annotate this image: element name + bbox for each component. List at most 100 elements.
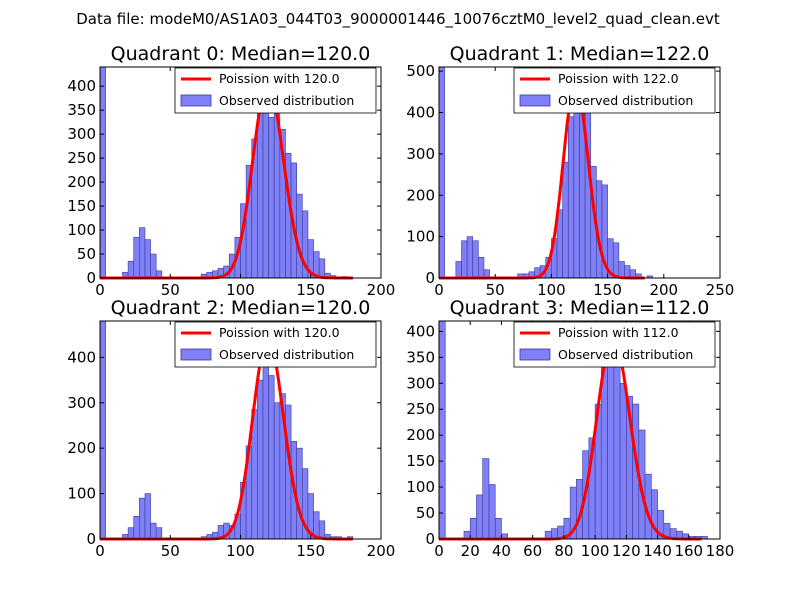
x-tick-label: 60	[523, 542, 542, 560]
histogram-bar	[494, 517, 502, 540]
legend-bar-swatch	[519, 348, 551, 361]
histogram-bar	[296, 447, 303, 540]
legend-label-poisson: Poission with 122.0	[558, 71, 679, 86]
x-tick-label: 0	[95, 542, 105, 560]
x-tick-label: 0	[434, 281, 444, 299]
histogram-bar	[127, 260, 135, 279]
y-tick-label: 100	[406, 478, 435, 496]
histogram-bar	[99, 320, 106, 540]
y-tick-label: 50	[77, 245, 96, 263]
histogram-bar	[613, 359, 621, 540]
histogram-bar	[455, 261, 462, 279]
y-tick-label: 0	[425, 269, 435, 287]
y-tick-label: 300	[406, 145, 435, 163]
histogram-bar	[273, 402, 281, 540]
legend-label-poisson: Poission with 120.0	[219, 71, 340, 86]
figure-title: Data file: modeM0/AS1A03_044T03_90000014…	[76, 10, 720, 29]
histogram-bar	[133, 515, 140, 540]
y-tick-label: 200	[67, 173, 96, 191]
y-tick-label: 300	[67, 394, 96, 412]
histogram-bar	[472, 240, 479, 279]
histogram-bar	[624, 265, 631, 279]
y-tick-label: 100	[406, 228, 435, 246]
x-tick-label: 50	[161, 542, 180, 560]
x-tick-label: 250	[706, 281, 735, 299]
legend-label-observed: Observed distribution	[558, 93, 693, 108]
histogram-bar	[601, 364, 608, 540]
x-tick-label: 40	[492, 542, 511, 560]
histogram-bar	[318, 258, 326, 279]
x-tick-label: 180	[706, 542, 735, 560]
y-tick-label: 250	[67, 149, 96, 167]
y-tick-label: 200	[406, 186, 435, 204]
histogram-bar	[612, 242, 620, 279]
legend-bar-swatch	[519, 94, 551, 107]
quadrant-3-plot: 0 20 40 60 80 100 120 140 160 1800501001502002503…	[406, 297, 734, 560]
subplot-title: Quadrant 2: Median=120.0	[111, 297, 371, 319]
y-tick-label: 400	[67, 348, 96, 366]
legend-bar-swatch	[180, 348, 212, 361]
histogram-bar	[268, 117, 275, 279]
histogram-bar	[438, 320, 446, 540]
quadrant-1-plot: 0 50 100 150 200 250 0 100 200 300 400 500 Quadrant …	[406, 43, 734, 299]
legend-label-observed: Observed distribution	[219, 93, 354, 108]
y-tick-label: 400	[406, 104, 435, 122]
quadrant-2-plot: 0 50 100 150 200 0 100 200 300 400 Quadrant 2: Med…	[67, 297, 395, 560]
histogram-bar	[438, 66, 445, 279]
histogram-bar	[567, 116, 575, 279]
histogram-bar	[144, 239, 151, 279]
histogram-bar	[466, 236, 474, 279]
legend-label-observed: Observed distribution	[219, 347, 354, 362]
histogram-bar	[262, 366, 269, 540]
x-tick-label: 20	[461, 542, 480, 560]
y-tick-label: 50	[416, 504, 435, 522]
y-tick-label: 250	[406, 400, 435, 418]
histogram-bar	[562, 161, 569, 279]
x-tick-label: 80	[554, 542, 573, 560]
histogram-bar	[257, 379, 264, 540]
histogram-bar	[461, 240, 468, 279]
x-tick-label: 100	[226, 542, 255, 560]
y-tick-label: 300	[406, 374, 435, 392]
x-tick-label: 100	[581, 542, 610, 560]
histogram-bar	[296, 193, 303, 279]
histogram-bar	[618, 261, 625, 279]
x-tick-label: 100	[537, 281, 566, 299]
x-tick-label: 150	[296, 542, 325, 560]
histogram-bar	[144, 493, 151, 540]
subplot-title: Quadrant 3: Median=112.0	[450, 297, 710, 319]
legend: Poission with 122.0 Observed distribution	[513, 67, 716, 114]
y-tick-label: 300	[67, 125, 96, 143]
subplot-title: Quadrant 0: Median=120.0	[111, 43, 371, 65]
y-tick-label: 150	[67, 197, 96, 215]
legend-bar-swatch	[180, 94, 212, 107]
histogram-bar	[482, 458, 490, 540]
quadrant-0-plot: 0 50 100 150 200 0 50 100 150 200 250 300 350 400 Quad…	[67, 43, 395, 299]
legend: Poission with 112.0 Observed distribution	[513, 321, 716, 368]
histogram-bar	[476, 494, 484, 540]
histogram-bar	[318, 520, 326, 540]
histogram-bar	[619, 382, 627, 540]
histogram-bar	[257, 107, 264, 279]
subplot-title: Quadrant 1: Median=122.0	[450, 43, 710, 65]
y-tick-label: 400	[406, 322, 435, 340]
x-tick-label: 140	[643, 542, 672, 560]
histogram-bar	[469, 517, 477, 540]
axes-frame	[438, 320, 721, 540]
x-tick-label: 50	[486, 281, 505, 299]
x-tick-label: 0	[434, 542, 444, 560]
histogram-bar	[127, 527, 135, 540]
y-tick-label: 500	[406, 62, 435, 80]
legend: Poission with 120.0 Observed distribution	[174, 67, 377, 114]
y-tick-label: 350	[406, 348, 435, 366]
y-tick-label: 100	[67, 485, 96, 503]
histogram-bar	[488, 484, 496, 540]
histogram-bar	[139, 227, 146, 279]
y-tick-label: 0	[86, 530, 96, 548]
x-tick-label: 200	[367, 542, 396, 560]
legend-label-poisson: Poission with 120.0	[219, 325, 340, 340]
y-tick-label: 350	[67, 101, 96, 119]
x-tick-label: 120	[612, 542, 641, 560]
histogram-bar	[150, 253, 157, 279]
